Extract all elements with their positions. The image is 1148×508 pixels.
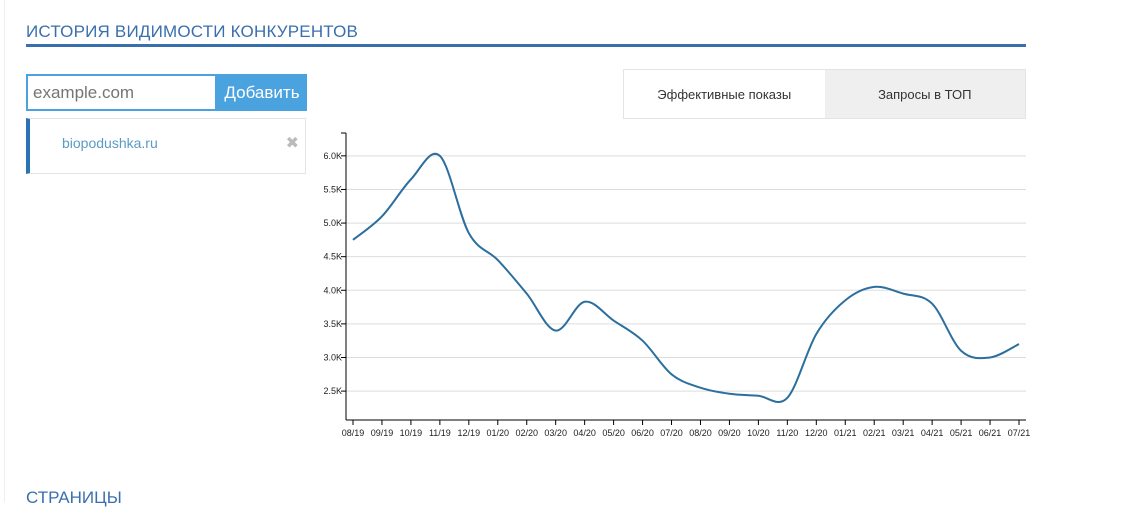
tab-top-queries[interactable]: Запросы в ТОП	[824, 70, 1025, 118]
x-tick-label: 04/20	[573, 428, 596, 438]
x-tick-label: 01/21	[834, 428, 857, 438]
competitor-domain[interactable]: biopodushka.ru	[62, 135, 158, 151]
x-tick-label: 04/21	[921, 428, 944, 438]
x-tick-label: 05/20	[602, 428, 625, 438]
competitor-item[interactable]: biopodushka.ru ✖	[26, 118, 306, 174]
x-tick-label: 05/21	[950, 428, 973, 438]
x-tick-label: 06/20	[631, 428, 654, 438]
series-line-0	[352, 152, 1020, 403]
x-tick-label: 02/20	[515, 428, 538, 438]
y-tick-label: 3.5K	[323, 319, 342, 329]
x-tick-label: 10/19	[400, 428, 423, 438]
section-title: ИСТОРИЯ ВИДИМОСТИ КОНКУРЕНТОВ	[26, 22, 359, 41]
close-icon[interactable]: ✖	[285, 135, 299, 152]
y-tick-label: 2.5K	[323, 386, 342, 396]
x-tick-label: 06/21	[979, 428, 1002, 438]
y-tick-label: 3.0K	[323, 352, 342, 362]
y-tick-label: 5.0K	[323, 218, 342, 228]
x-tick-label: 11/19	[429, 428, 451, 438]
x-tick-label: 07/20	[660, 428, 683, 438]
y-tick-label: 6.0K	[323, 151, 342, 161]
page-left-border	[4, 0, 5, 502]
x-tick-label: 12/20	[805, 428, 828, 438]
x-tick-label: 08/19	[342, 428, 365, 438]
tab-effective-impressions[interactable]: Эффективные показы	[657, 86, 792, 102]
y-tick-label: 5.5K	[323, 184, 342, 194]
x-tick-label: 12/19	[458, 428, 481, 438]
x-tick-label: 09/19	[371, 428, 394, 438]
x-tick-label: 08/20	[689, 428, 712, 438]
x-tick-label: 07/21	[1008, 428, 1031, 438]
metric-tabs: Эффективные показы Запросы в ТОП	[623, 69, 1026, 119]
x-tick-label: 10/20	[747, 428, 770, 438]
x-tick-label: 11/20	[776, 428, 798, 438]
add-button[interactable]: Добавить	[217, 74, 307, 111]
x-tick-label: 09/20	[718, 428, 741, 438]
y-tick-label: 4.5K	[323, 252, 342, 262]
title-underline	[26, 44, 1026, 47]
x-tick-label: 03/20	[544, 428, 567, 438]
x-tick-label: 03/21	[892, 428, 915, 438]
x-tick-label: 01/20	[487, 428, 510, 438]
x-tick-label: 02/21	[863, 428, 886, 438]
domain-input[interactable]	[26, 74, 217, 111]
y-tick-label: 4.0K	[323, 285, 342, 295]
next-section-title: СТРАНИЦЫ	[26, 488, 122, 507]
